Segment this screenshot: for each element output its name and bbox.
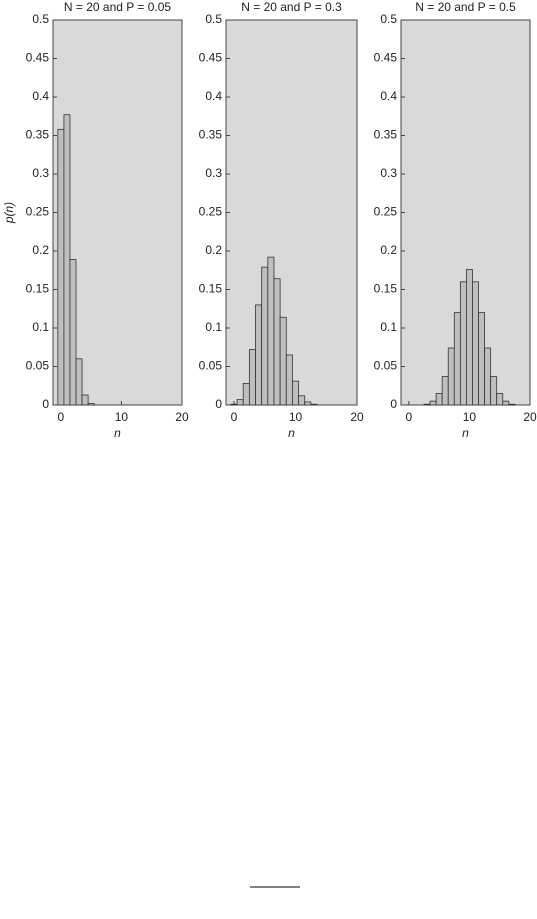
x-tick-label: 10 [115,410,129,424]
bar [230,403,238,406]
bar [441,376,449,406]
y-tick-label: 0.5 [205,12,222,26]
bar [466,269,473,406]
bar [484,347,492,406]
bar [435,393,443,406]
bar [508,403,516,406]
plot-area [225,19,358,406]
bar [304,401,312,406]
y-tick-label: 0.5 [380,12,397,26]
bar [310,403,318,406]
y-tick-label: 0.4 [205,89,222,103]
chart-title: N = 20 and P = 0.5 [415,0,516,14]
y-tick-label: 0.3 [380,166,397,180]
y-tick-label: 0 [390,397,397,411]
bar [261,266,269,406]
bar [279,316,287,406]
x-tick-label: 10 [289,410,303,424]
bar [502,400,510,406]
y-tick-label: 0.45 [374,51,398,65]
panel: N = 20 and P = 0.05 0 0.05 0.1 0.15 0.2 0.25 0.… [2,0,189,440]
y-tick-label: 0.5 [32,12,49,26]
x-tick-label: 0 [231,410,238,424]
bar [292,380,299,406]
y-tick-label: 0.1 [380,320,397,334]
y-tick-label: 0.15 [26,282,50,296]
y-tick-label: 0.1 [32,320,49,334]
bar [248,349,256,406]
y-tick-label: 0.05 [374,359,398,373]
bar [490,376,498,406]
bar [285,354,293,406]
x-tick-label: 20 [175,410,189,424]
y-tick-label: 0.05 [26,359,50,373]
y-tick-label: 0.3 [32,166,49,180]
x-axis-label: n [462,426,469,440]
chart-title: N = 20 and P = 0.3 [241,0,342,14]
y-tick-label: 0.45 [199,51,223,65]
x-tick-label: 20 [350,410,364,424]
bar [236,399,244,406]
y-tick-label: 0.35 [374,128,398,142]
y-tick-label: 0 [215,397,222,411]
x-tick-label: 20 [523,410,537,424]
y-tick-label: 0.15 [374,282,398,296]
panel: N = 20 and P = 0.5 0 0.05 0.1 0.15 0.2 0.25 0.3… [374,0,537,440]
x-tick-label: 0 [58,410,65,424]
y-tick-label: 0.4 [32,89,49,103]
y-tick-label: 0.1 [205,320,222,334]
y-tick-label: 0.25 [374,205,398,219]
x-tick-label: 10 [463,410,477,424]
bar [496,393,504,406]
y-tick-label: 0.35 [26,128,50,142]
bar [273,278,281,406]
y-tick-label: 0.35 [199,128,223,142]
y-tick-label: 0.2 [380,243,397,257]
bar [75,358,83,406]
bar [267,256,275,406]
bar [81,394,89,406]
y-tick-label: 0.2 [205,243,222,257]
y-tick-label: 0.3 [205,166,222,180]
bar [242,383,250,406]
panel: N = 20 and P = 0.3 0 0.05 0.1 0.15 0.2 0.25 0.3… [199,0,364,440]
bar [298,395,306,406]
y-tick-label: 0.4 [380,89,397,103]
x-axis-label: n [114,426,121,440]
bar [453,312,461,406]
bar [63,114,71,406]
bar [447,347,455,406]
bar [478,312,485,406]
y-tick-label: 0.05 [199,359,223,373]
y-tick-label: 0.45 [26,51,50,65]
chart-title: N = 20 and P = 0.05 [64,0,172,14]
y-axis-label: p(n) [2,202,16,224]
bar [57,128,65,406]
bar [459,281,467,406]
bar [69,259,77,406]
y-tick-label: 0 [42,397,49,411]
y-tick-label: 0.25 [199,205,223,219]
bar [423,403,431,406]
bar [472,281,479,406]
bar [87,403,95,406]
y-tick-label: 0.15 [199,282,223,296]
x-tick-label: 0 [406,410,413,424]
bar [429,400,437,406]
x-axis-label: n [288,426,295,440]
y-tick-label: 0.2 [32,243,49,257]
y-tick-label: 0.25 [26,205,50,219]
bar [255,304,263,406]
